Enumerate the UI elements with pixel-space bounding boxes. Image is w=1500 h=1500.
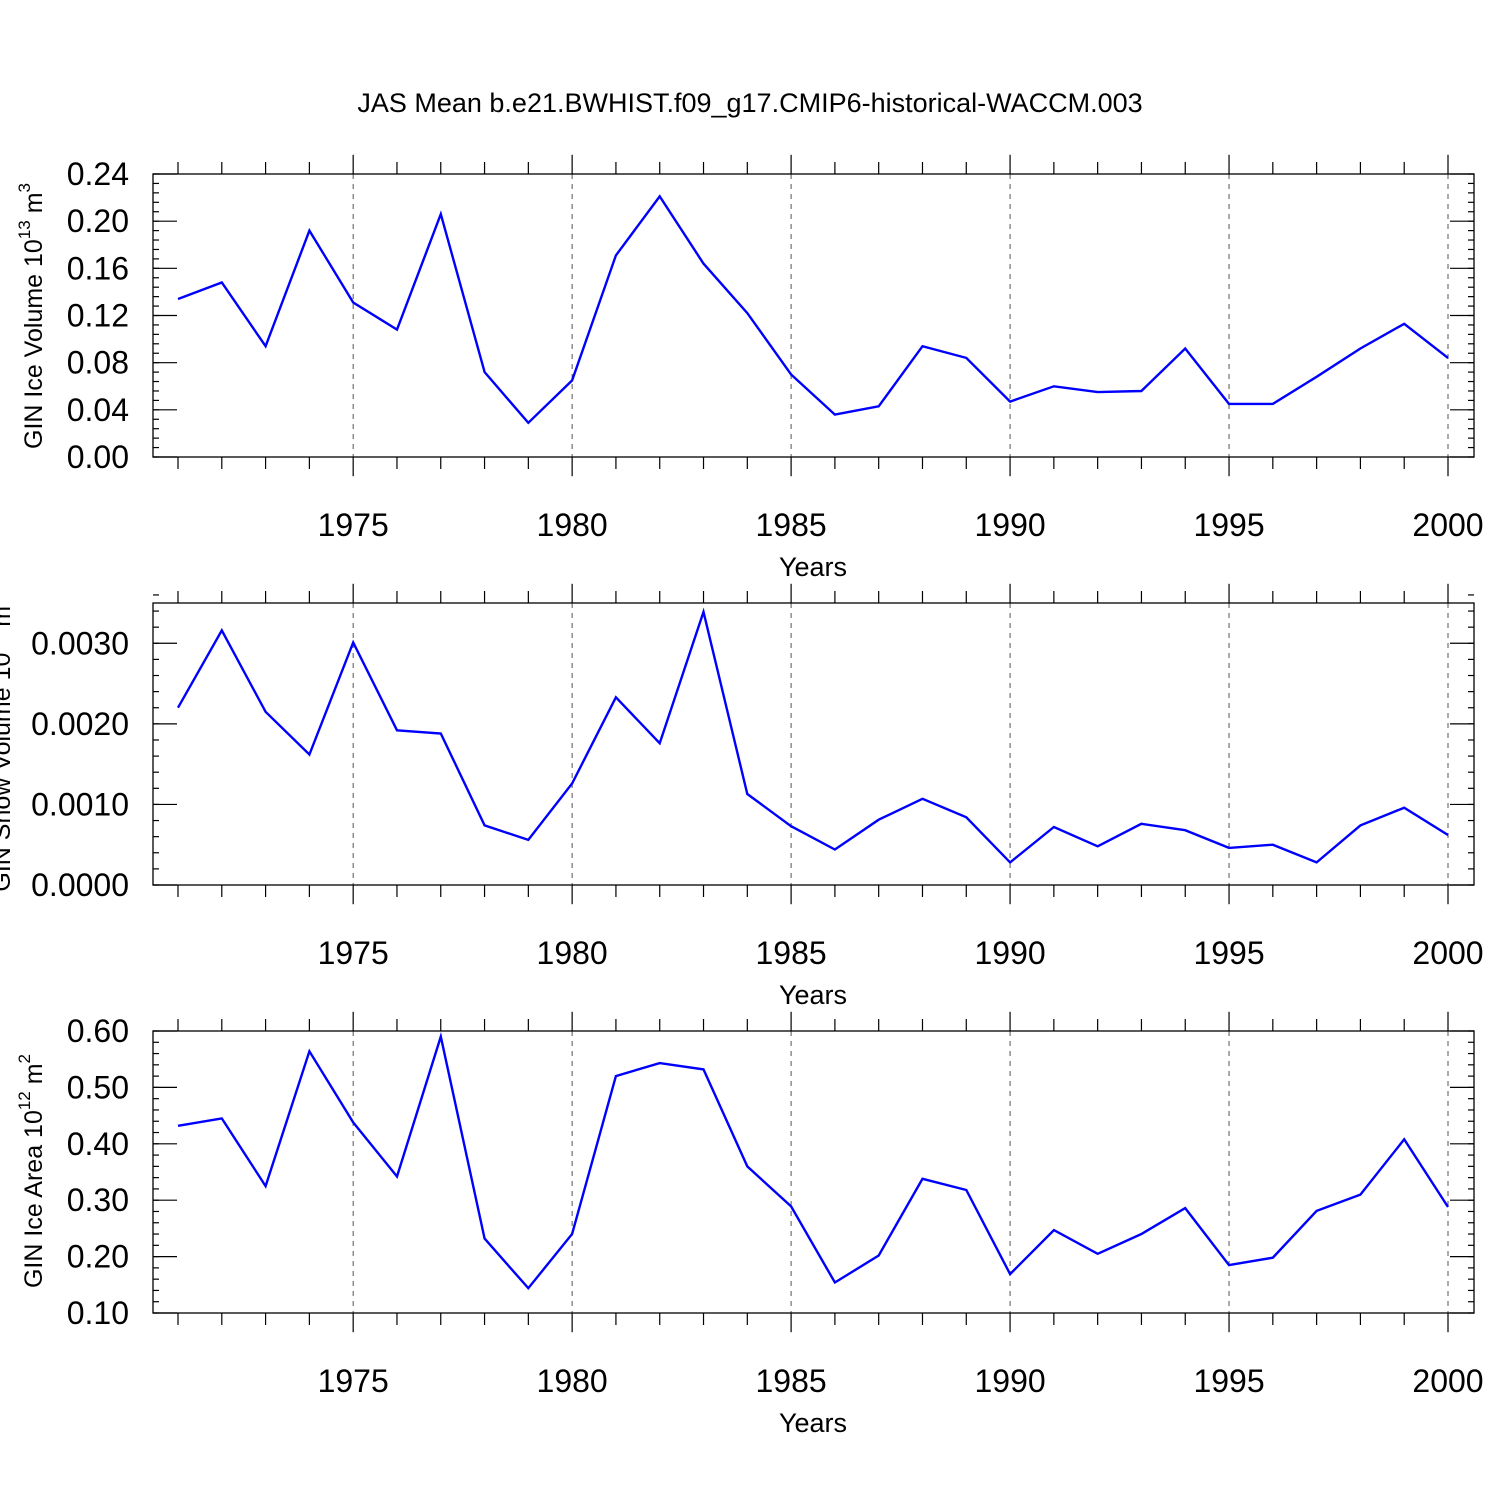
ice-area-y-tick-label: 0.10 [67, 1295, 129, 1331]
ice-area-x-tick-label-2000: 2000 [1412, 1363, 1483, 1399]
ice-volume-y-tick-label: 0.12 [67, 298, 129, 334]
snow-volume-x-tick-label-1990: 1990 [974, 935, 1045, 971]
ice-volume-y-tick-label: 0.20 [67, 203, 129, 239]
ice-area-y-tick-label: 0.20 [67, 1239, 129, 1275]
ice-area-y-tick-label: 0.50 [67, 1069, 129, 1105]
snow-volume-x-tick-label-1985: 1985 [756, 935, 827, 971]
snow-volume-x-tick-label-1980: 1980 [537, 935, 608, 971]
ice-volume-series-line [177, 194, 1449, 425]
snow-volume-series-line [176, 607, 1449, 865]
ice-area-x-tick-label-1975: 1975 [318, 1363, 389, 1399]
ice-volume-y-tick-label: 0.00 [67, 439, 129, 475]
ice-area-x-tick-label-1995: 1995 [1193, 1363, 1264, 1399]
ice-area-series-line [177, 1031, 1450, 1291]
ice-area-x-tick-label-1990: 1990 [974, 1363, 1045, 1399]
chart-title: JAS Mean b.e21.BWHIST.f09_g17.CMIP6-hist… [357, 88, 1142, 118]
ice-volume-x-tick-label-1990: 1990 [974, 507, 1045, 543]
ice-area-y-tick-label: 0.60 [67, 1013, 129, 1049]
snow-volume-x-tick-label-2000: 2000 [1412, 935, 1483, 971]
ice-volume-x-axis-label: Years [779, 552, 847, 582]
ice-area-panel: GIN Ice Area 1012 m2 Years 0.10 0.20 0.30 0… [15, 1011, 1484, 1438]
ice-area-plot-frame [152, 1030, 1475, 1314]
snow-volume-x-tick-label-1975: 1975 [318, 935, 389, 971]
snow-volume-y-tick-label: 0.0030 [31, 625, 129, 661]
ice-area-y-axis-label: GIN Ice Area 1012 m2 [15, 1054, 48, 1288]
ice-volume-y-tick-label: 0.16 [67, 250, 129, 286]
ice-area-x-tick-label-1980: 1980 [537, 1363, 608, 1399]
ice-area-x-tick-label-1985: 1985 [756, 1363, 827, 1399]
ice-area-x-axis-label: Years [779, 1408, 847, 1438]
ice-volume-y-tick-label: 0.24 [67, 156, 129, 192]
snow-volume-panel: GIN Snow Volume 1013 m3 Years 0.0000 0.00… [0, 583, 1484, 1010]
ice-volume-x-tick-label-1975: 1975 [318, 507, 389, 543]
snow-volume-y-tick-label: 0.0000 [31, 867, 129, 903]
ice-area-y-tick-label: 0.30 [67, 1182, 129, 1218]
ice-area-y-tick-label: 0.40 [67, 1126, 129, 1162]
ice-volume-x-tick-label-2000: 2000 [1412, 507, 1483, 543]
ice-volume-x-tick-label-1980: 1980 [537, 507, 608, 543]
ice-volume-y-axis-label: GIN Ice Volume 1013 m3 [15, 183, 48, 449]
snow-volume-y-tick-label: 0.0010 [31, 786, 129, 822]
ice-volume-y-tick-label: 0.04 [67, 392, 129, 428]
snow-volume-y-tick-label: 0.0020 [31, 706, 129, 742]
ice-volume-panel: GIN Ice Volume 1013 m3 Years 0.00 0.04 0.0… [15, 154, 1484, 582]
ice-volume-x-tick-label-1985: 1985 [756, 507, 827, 543]
snow-volume-x-axis-label: Years [779, 980, 847, 1010]
snow-volume-y-axis-label: GIN Snow Volume 1013 m3 [0, 596, 16, 891]
ice-volume-y-tick-label: 0.08 [67, 345, 129, 381]
ice-volume-plot-frame [152, 173, 1475, 458]
snow-volume-x-tick-label-1995: 1995 [1193, 935, 1264, 971]
snow-volume-plot-frame [152, 602, 1475, 886]
ice-volume-x-tick-label-1995: 1995 [1193, 507, 1264, 543]
